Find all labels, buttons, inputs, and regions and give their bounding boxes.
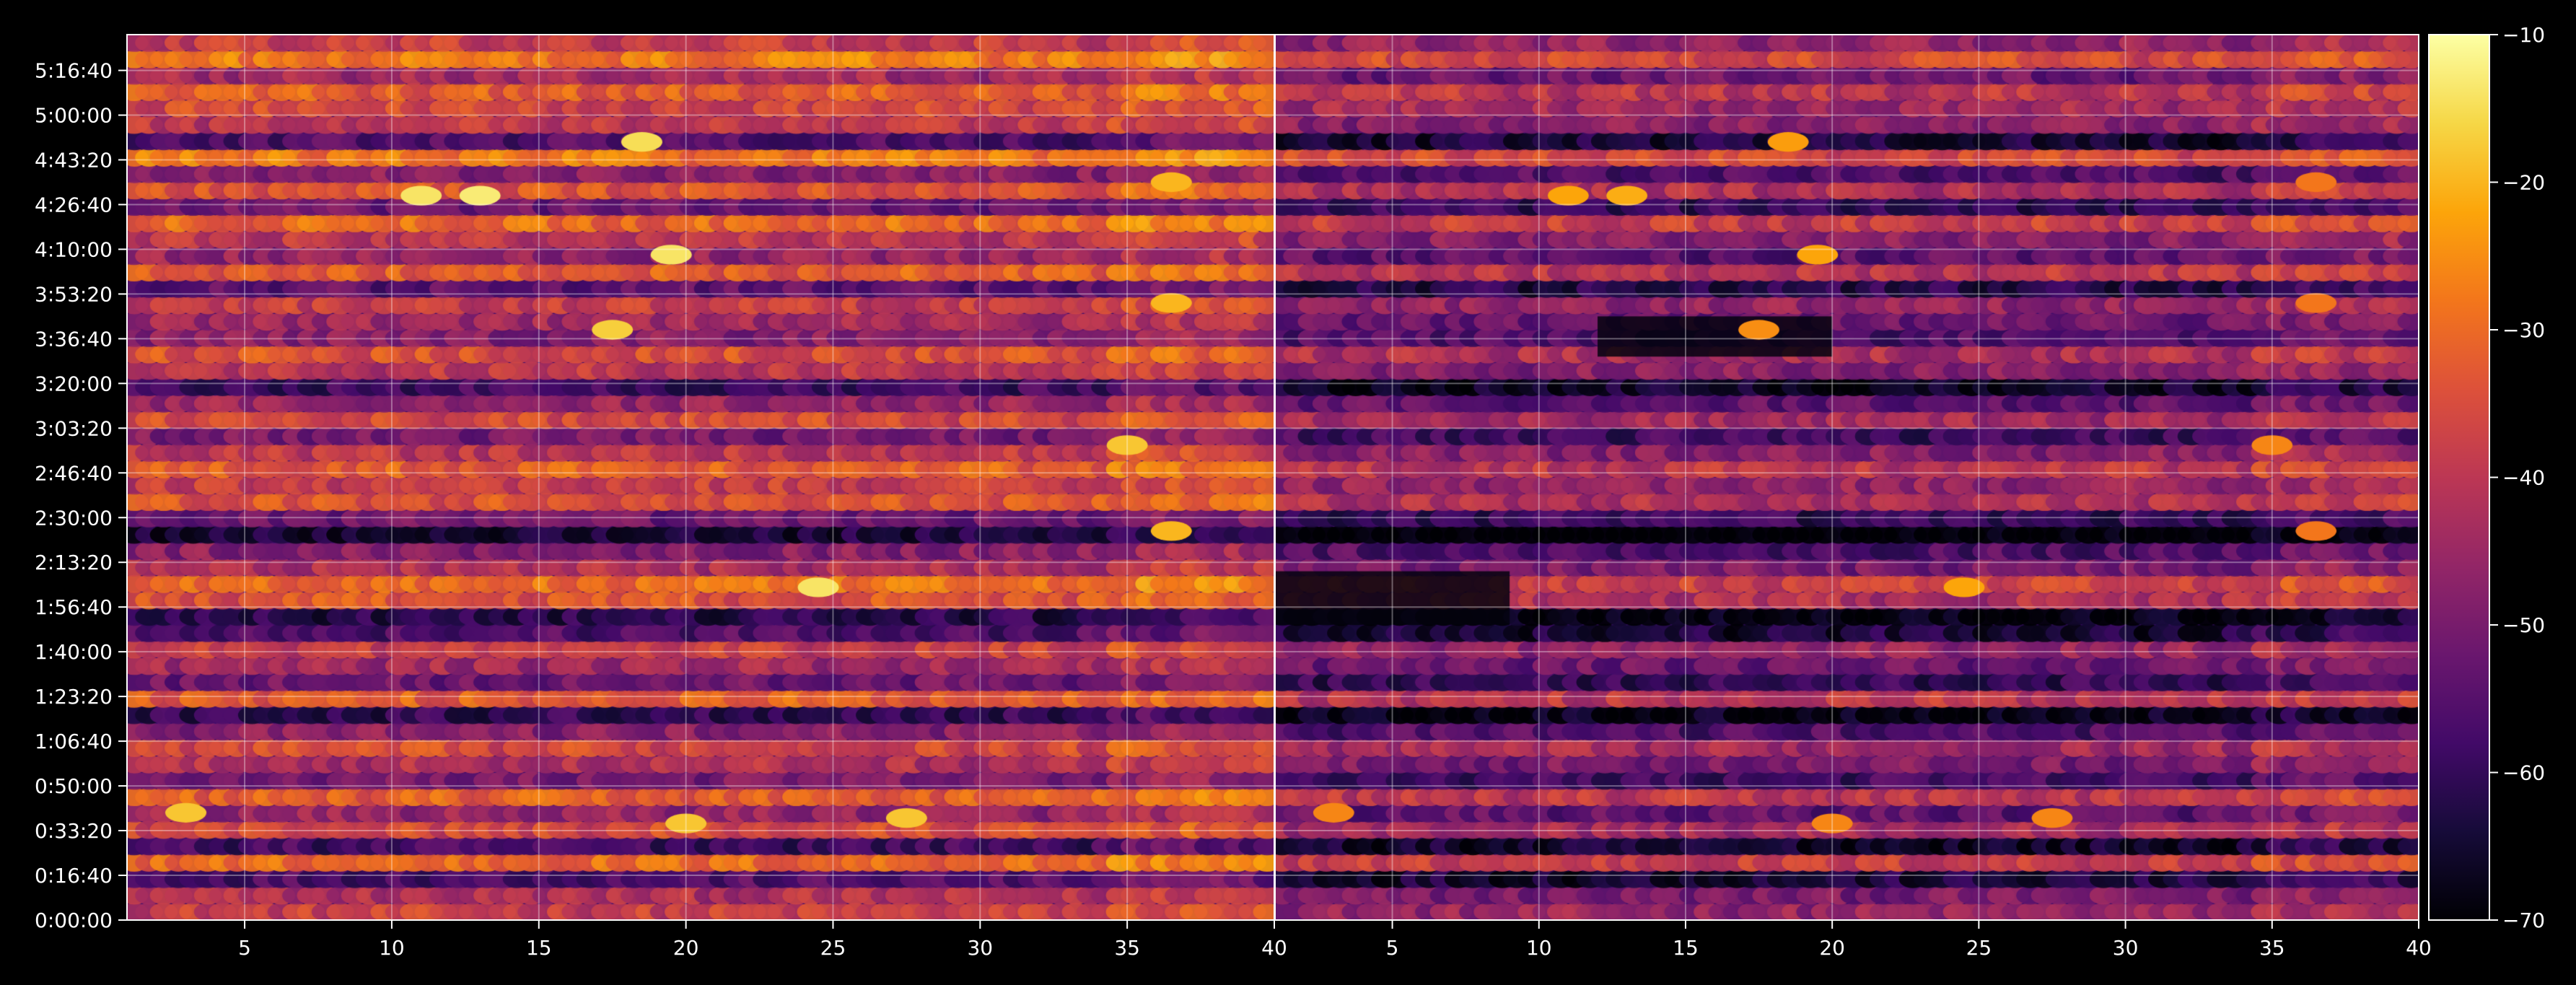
heatmap-right-canvas xyxy=(1275,35,2419,920)
colorbar-tick-label: −40 xyxy=(2502,466,2545,490)
x-tick-label: 25 xyxy=(820,936,846,960)
left-panel-frame xyxy=(126,34,1275,921)
y-tick-label: 2:13:20 xyxy=(35,551,113,574)
y-tick-label: 2:46:40 xyxy=(35,461,113,485)
y-tick-label: 5:16:40 xyxy=(35,59,113,83)
x-tick-label: 5 xyxy=(238,936,251,960)
colorbar-tick-label: −30 xyxy=(2502,318,2545,342)
colorbar-tick-label: −50 xyxy=(2502,613,2545,637)
y-tick-label: 5:00:00 xyxy=(35,104,113,128)
x-tick-label: 30 xyxy=(2113,936,2139,960)
y-tick-label: 2:30:00 xyxy=(35,506,113,530)
y-tick-label: 0:33:20 xyxy=(35,819,113,843)
colorbar-tick-label: −60 xyxy=(2502,761,2545,785)
x-tick-label: 35 xyxy=(1114,936,1140,960)
colorbar xyxy=(2428,34,2490,921)
y-tick-label: 3:53:20 xyxy=(35,282,113,306)
y-tick-label: 0:16:40 xyxy=(35,864,113,888)
colorbar-tick-label: −20 xyxy=(2502,171,2545,195)
colorbar-tick-label: −10 xyxy=(2502,23,2545,47)
y-tick-label: 1:40:00 xyxy=(35,640,113,664)
right-panel-frame xyxy=(1274,34,2419,921)
x-tick-label: 40 xyxy=(1261,936,1287,960)
heatmap-left-canvas xyxy=(127,35,1274,920)
x-tick-label: 25 xyxy=(1966,936,1992,960)
y-tick-label: 3:03:20 xyxy=(35,416,113,440)
x-tick-label: 15 xyxy=(1673,936,1699,960)
x-tick-label: 40 xyxy=(2406,936,2432,960)
x-tick-label: 10 xyxy=(1526,936,1552,960)
y-tick-label: 0:00:00 xyxy=(35,909,113,932)
y-tick-label: 1:23:20 xyxy=(35,685,113,709)
x-tick-label: 30 xyxy=(967,936,993,960)
x-tick-label: 15 xyxy=(526,936,552,960)
x-tick-label: 5 xyxy=(1386,936,1399,960)
x-tick-label: 20 xyxy=(673,936,699,960)
y-tick-label: 4:10:00 xyxy=(35,237,113,261)
colorbar-tick-label: −70 xyxy=(2502,909,2545,932)
y-tick-label: 3:36:40 xyxy=(35,327,113,351)
y-tick-label: 1:56:40 xyxy=(35,595,113,619)
y-tick-label: 4:43:20 xyxy=(35,149,113,172)
x-tick-label: 35 xyxy=(2259,936,2285,960)
y-tick-label: 0:50:00 xyxy=(35,774,113,798)
x-tick-label: 20 xyxy=(1819,936,1845,960)
y-tick-label: 3:20:00 xyxy=(35,372,113,395)
y-tick-label: 1:06:40 xyxy=(35,730,113,753)
y-tick-label: 4:26:40 xyxy=(35,193,113,216)
x-tick-label: 10 xyxy=(379,936,405,960)
